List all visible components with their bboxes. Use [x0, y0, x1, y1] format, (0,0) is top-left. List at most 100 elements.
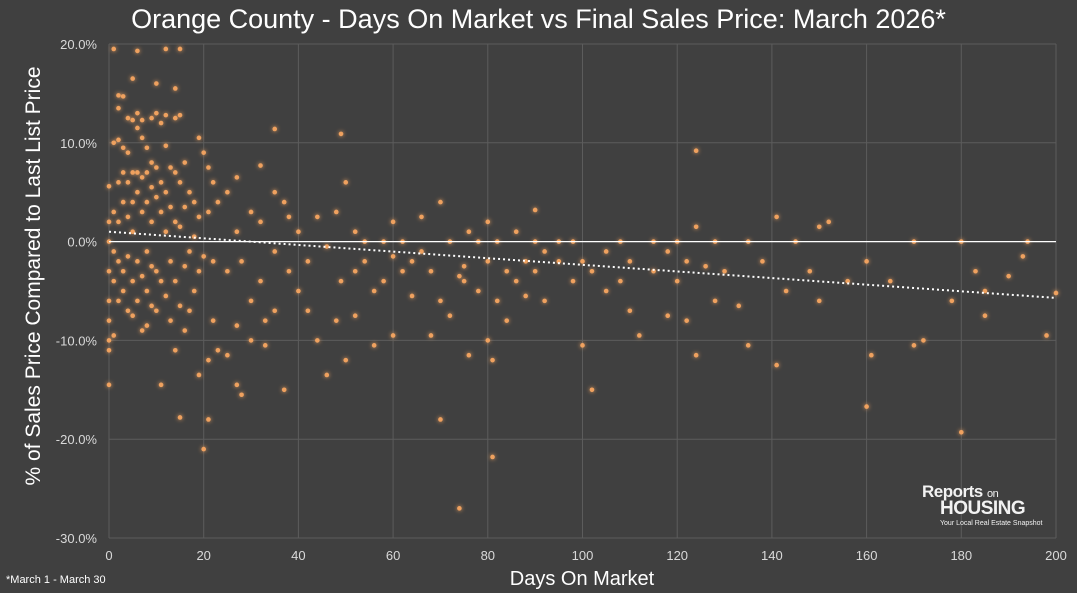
data-point [177, 303, 183, 309]
data-point [281, 199, 287, 205]
data-point [315, 214, 320, 220]
y-tick-label: 10.0% [60, 136, 97, 151]
data-point [272, 189, 278, 195]
data-point [144, 199, 150, 205]
data-point [172, 115, 178, 121]
data-point [116, 105, 121, 111]
data-point [201, 254, 206, 259]
data-point [736, 303, 742, 309]
x-tick-label: 0 [105, 548, 112, 563]
data-point [390, 333, 396, 338]
data-point [177, 112, 183, 118]
data-point [111, 140, 117, 146]
data-point [428, 333, 434, 338]
data-point [618, 278, 623, 284]
data-point [281, 387, 287, 393]
data-point [513, 229, 519, 235]
data-point [201, 446, 206, 452]
data-point [409, 259, 415, 264]
data-point [177, 180, 183, 185]
trendline [108, 230, 1057, 299]
data-point [627, 308, 633, 314]
data-point [135, 48, 140, 54]
data-point [504, 268, 510, 274]
data-point [438, 199, 443, 205]
data-point [144, 170, 150, 175]
data-point [296, 288, 301, 294]
data-point [490, 454, 495, 460]
data-point [485, 219, 491, 225]
data-point [111, 333, 117, 338]
data-point [182, 204, 188, 210]
data-point [177, 46, 183, 52]
data-point [168, 259, 173, 264]
data-point [120, 199, 126, 205]
data-point [305, 259, 311, 264]
data-point [1020, 254, 1026, 259]
data-point [154, 194, 159, 200]
data-point [248, 338, 254, 343]
data-point [196, 135, 202, 141]
data-point [693, 352, 699, 358]
data-point [343, 357, 349, 363]
data-point [116, 137, 121, 143]
data-point [196, 214, 202, 220]
data-point [139, 273, 145, 279]
data-point [172, 219, 178, 225]
x-tick-label: 180 [950, 548, 972, 563]
data-point [760, 259, 765, 264]
data-point [816, 298, 822, 304]
data-point [258, 278, 263, 284]
data-point [627, 259, 633, 264]
x-tick-label: 100 [572, 548, 594, 563]
data-point [206, 417, 211, 422]
gridlines [108, 43, 1057, 539]
data-point [158, 278, 164, 284]
data-point [461, 264, 467, 269]
data-point [225, 268, 230, 274]
logo-tagline: Your Local Real Estate Snapshot [940, 520, 1043, 527]
data-point [447, 313, 453, 319]
data-point [172, 86, 178, 91]
data-point [163, 189, 169, 195]
data-point [982, 313, 988, 319]
data-point [973, 268, 978, 274]
data-point [125, 150, 131, 155]
data-point [139, 175, 145, 180]
data-point [206, 165, 211, 170]
logo-text-small: on [986, 488, 999, 500]
data-point [887, 278, 893, 284]
data-point [466, 352, 472, 358]
y-tick-label: -20.0% [56, 432, 98, 447]
logo-housing: HOUSING [940, 498, 1026, 519]
data-point [352, 229, 358, 235]
data-point [135, 259, 140, 264]
data-point [485, 259, 491, 264]
data-point [921, 338, 926, 343]
x-tick-label: 60 [386, 548, 400, 563]
data-point [116, 93, 121, 98]
data-point [949, 298, 955, 304]
data-point [409, 293, 415, 299]
data-point [419, 249, 424, 254]
data-point [580, 343, 585, 348]
data-point [135, 110, 140, 116]
data-point [201, 150, 206, 155]
data-point [286, 268, 292, 274]
data-point [154, 268, 159, 274]
data-point [807, 268, 813, 274]
data-point [911, 343, 917, 348]
data-point [130, 229, 135, 235]
data-point [106, 219, 112, 225]
data-point [177, 224, 183, 230]
data-point [390, 254, 396, 259]
data-point [684, 318, 689, 323]
data-point [168, 204, 173, 210]
data-point [684, 259, 689, 264]
data-point [603, 288, 609, 294]
data-point [154, 110, 159, 116]
data-point [333, 209, 339, 215]
data-point [651, 268, 656, 274]
data-point [262, 318, 268, 323]
data-point [352, 268, 358, 274]
